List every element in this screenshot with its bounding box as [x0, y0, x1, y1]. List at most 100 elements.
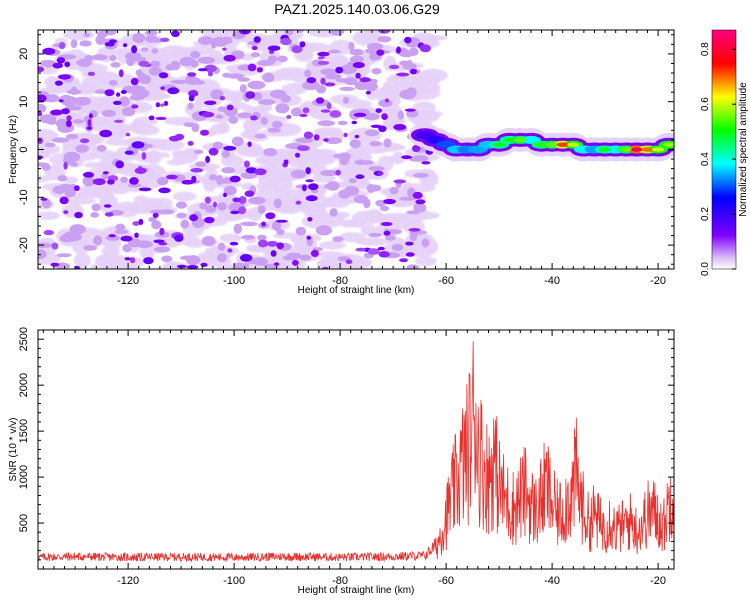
noise-blob [170, 60, 181, 71]
noise-halo [275, 70, 307, 81]
noise-core [88, 113, 93, 119]
noise-blob [364, 129, 380, 137]
noise-core [323, 138, 329, 142]
noise-blob [73, 119, 84, 124]
noise-blob [56, 253, 72, 258]
noise-core [74, 211, 83, 219]
noise-blob [371, 68, 382, 75]
noise-blob [45, 63, 52, 68]
noise-blob [186, 255, 201, 266]
noise-blob [237, 77, 251, 82]
noise-blob [267, 127, 282, 133]
noise-core [181, 179, 194, 185]
noise-halo [351, 210, 386, 225]
noise-core [229, 175, 241, 183]
noise-blob [217, 202, 227, 211]
noise-blob [132, 32, 146, 44]
noise-blob [195, 161, 207, 167]
noise-blob [295, 226, 306, 236]
noise-core [131, 45, 138, 54]
noise-blob [342, 96, 350, 104]
noise-core [141, 152, 147, 160]
heatmap-x-tick-label: -20 [650, 275, 666, 287]
noise-blob [95, 35, 106, 45]
noise-core [204, 100, 217, 106]
noise-core [198, 68, 208, 72]
noise-halo [94, 254, 130, 269]
noise-blob [38, 249, 47, 260]
noise-blob [223, 185, 237, 196]
noise-blob [46, 119, 57, 125]
noise-core [353, 112, 367, 117]
noise-blob [385, 234, 396, 241]
noise-core [50, 262, 60, 267]
noise-core [116, 92, 121, 97]
noise-core [335, 169, 341, 176]
line-x-tick-label: -80 [332, 575, 348, 587]
noise-blob [337, 120, 348, 126]
heatmap-noise-layer [38, 30, 449, 269]
noise-core [40, 197, 48, 201]
noise-blob [70, 86, 78, 96]
noise-blob [231, 136, 244, 147]
noise-core [92, 178, 106, 186]
noise-blob [276, 228, 285, 236]
noise-blob [290, 169, 307, 179]
noise-core [74, 265, 81, 269]
noise-core [160, 103, 165, 107]
noise-core [213, 201, 217, 208]
noise-halo [163, 260, 179, 269]
noise-core [168, 135, 181, 142]
noise-halo [281, 83, 308, 95]
noise-blob [368, 232, 382, 238]
noise-core [129, 257, 136, 264]
noise-blob [239, 84, 247, 93]
noise-blob [258, 99, 276, 105]
colorbar-label: Normalized spectral amplitude [738, 82, 749, 217]
noise-core [376, 49, 385, 56]
noise-core [291, 45, 303, 54]
noise-blob [187, 102, 194, 110]
noise-core [123, 43, 128, 48]
noise-blob [59, 234, 74, 243]
line-y-tick-label: 1000 [18, 465, 30, 489]
noise-core [401, 155, 412, 160]
noise-core [305, 167, 311, 175]
noise-blob [217, 253, 227, 263]
noise-core [120, 235, 133, 242]
noise-core [404, 36, 412, 44]
noise-halo [38, 175, 51, 183]
noise-core [273, 262, 280, 266]
noise-blob [115, 223, 126, 231]
noise-core [129, 177, 139, 185]
noise-halo [104, 139, 139, 146]
noise-core [292, 259, 299, 266]
noise-blob [101, 109, 116, 117]
noise-blob [349, 139, 361, 149]
noise-blob [135, 69, 143, 76]
noise-core [399, 258, 408, 263]
noise-core [158, 72, 169, 79]
noise-core [377, 171, 383, 176]
noise-blob [191, 123, 200, 133]
noise-core [134, 167, 147, 174]
noise-blob [199, 202, 208, 210]
noise-core [208, 147, 219, 156]
noise-blob [201, 236, 216, 247]
noise-blob [383, 138, 392, 148]
noise-halo [319, 259, 341, 266]
noise-blob [262, 72, 275, 83]
noise-blob [92, 235, 103, 246]
noise-core [63, 161, 68, 170]
noise-blob [154, 246, 171, 253]
noise-blob [135, 240, 153, 249]
noise-core [306, 77, 317, 84]
noise-blob [254, 133, 266, 139]
noise-core [396, 72, 410, 77]
noise-blob [41, 164, 51, 171]
noise-halo [210, 123, 228, 135]
line-x-tick-label: -100 [223, 575, 245, 587]
noise-blob [291, 107, 302, 117]
noise-blob [389, 187, 399, 195]
noise-core [38, 94, 47, 103]
